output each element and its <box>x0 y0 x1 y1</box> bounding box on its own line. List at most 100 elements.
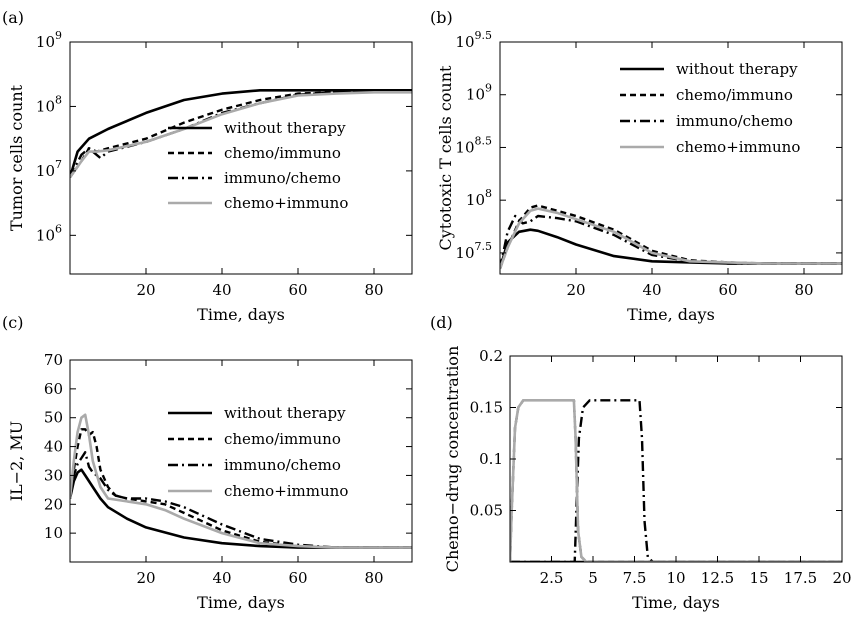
y-tick-exponent: 9 <box>485 82 492 95</box>
series-line-chemo_plus_immuno <box>500 207 842 270</box>
series-group <box>510 398 842 562</box>
y-tick-label: 0.05 <box>470 502 503 520</box>
y-tick-label: 109 <box>466 82 492 104</box>
x-tick-label: 20 <box>136 569 155 587</box>
x-tick-label: 60 <box>288 569 307 587</box>
legend-entry: without therapy <box>224 119 346 137</box>
x-tick-label: 15 <box>749 569 768 587</box>
series-line-chemo_immuno <box>510 399 842 562</box>
x-tick-label: 2.5 <box>540 569 564 587</box>
y-tick-label: 0.2 <box>479 347 503 365</box>
panel-label: (a) <box>2 8 24 27</box>
legend-entry: immuno/chemo <box>224 456 341 474</box>
legend-entry: chemo/immuno <box>676 86 793 104</box>
y-axis-label: Tumor cells count <box>7 84 26 231</box>
series-line-immuno_chemo <box>510 399 842 562</box>
series-group <box>70 413 412 549</box>
x-tick-label: 20 <box>832 569 851 587</box>
y-tick-label: 109 <box>36 29 62 51</box>
y-tick-label: 50 <box>44 409 63 427</box>
series-group <box>500 204 842 270</box>
x-tick-label: 40 <box>212 281 231 299</box>
y-tick-base: 10 <box>466 86 485 104</box>
series-line-chemo_plus_immuno <box>70 413 412 549</box>
y-tick-label: 106 <box>36 222 62 244</box>
y-tick-base: 10 <box>455 244 474 262</box>
x-axis-label: Time, days <box>627 305 715 324</box>
legend-entry: without therapy <box>224 404 346 422</box>
series-line-chemo_immuno <box>500 204 842 270</box>
legend-entry: chemo+immuno <box>224 482 348 500</box>
plot-frame <box>69 359 413 563</box>
y-tick-exponent: 8 <box>485 187 492 200</box>
legend: without therapy chemo/immuno immuno/chemo c… <box>620 60 800 156</box>
y-tick-label: 0.15 <box>470 399 503 417</box>
x-tick-label: 17.5 <box>784 569 817 587</box>
y-tick-exponent: 9 <box>55 29 62 42</box>
legend-entry: chemo/immuno <box>224 430 341 448</box>
panel-d: (d) 2.5 5 7.5 10 12.5 15 17.5 20 0.05 0.1 0.15 0.2 Ti… <box>430 313 852 612</box>
x-tick-label: 40 <box>642 281 661 299</box>
series-line-immuno_chemo <box>70 451 412 549</box>
y-tick-label: 60 <box>44 380 63 398</box>
plot-frame <box>69 41 413 275</box>
legend-entry: chemo/immuno <box>224 144 341 162</box>
legend-entry: without therapy <box>676 60 798 78</box>
series-line-chemo_plus_immuno <box>510 398 842 562</box>
plot-frame <box>499 41 843 275</box>
x-tick-label: 10 <box>666 569 685 587</box>
y-tick-label: 70 <box>44 351 63 369</box>
y-tick-label: 10 <box>44 524 63 542</box>
x-tick-label: 60 <box>288 281 307 299</box>
y-tick-base: 10 <box>36 33 55 51</box>
y-tick-exponent: 6 <box>55 222 62 235</box>
x-tick-label: 12.5 <box>701 569 734 587</box>
x-tick-label: 5 <box>588 569 598 587</box>
legend-entry: chemo+immuno <box>224 194 348 212</box>
y-axis-label: IL−2, MU <box>7 421 26 502</box>
legend-entry: immuno/chemo <box>676 112 793 130</box>
x-tick-label: 80 <box>364 281 383 299</box>
y-tick-label: 108 <box>36 93 62 115</box>
x-axis-label: Time, days <box>197 305 285 324</box>
legend-entry: chemo+immuno <box>676 138 800 156</box>
x-tick-label: 20 <box>136 281 155 299</box>
y-tick-base: 10 <box>455 138 474 156</box>
y-tick-label: 108.5 <box>455 134 492 156</box>
y-tick-base: 10 <box>36 97 55 115</box>
x-tick-label: 80 <box>794 281 813 299</box>
y-tick-base: 10 <box>466 191 485 209</box>
y-tick-exponent: 8.5 <box>475 134 493 147</box>
y-tick-exponent: 7 <box>55 158 62 171</box>
panel-c: (c) 20 40 60 80 10 20 30 40 50 60 70 Time, days IL−2,… <box>2 313 413 612</box>
y-tick-exponent: 7.5 <box>475 240 493 253</box>
y-tick-label: 107 <box>36 158 62 180</box>
y-tick-label: 109.5 <box>455 29 492 51</box>
panel-label: (b) <box>430 8 453 27</box>
series-line-without <box>70 89 412 178</box>
panel-label: (c) <box>2 313 23 332</box>
y-tick-exponent: 9.5 <box>475 29 493 42</box>
y-tick-label: 0.1 <box>479 450 503 468</box>
x-tick-label: 7.5 <box>623 569 647 587</box>
y-tick-label: 107.5 <box>455 240 492 262</box>
legend: without therapy chemo/immuno immuno/chemo c… <box>168 404 348 500</box>
y-tick-base: 10 <box>36 226 55 244</box>
y-tick-label: 108 <box>466 187 492 209</box>
y-tick-base: 10 <box>455 33 474 51</box>
y-axis-label: Cytotoxic T cells count <box>436 65 455 251</box>
x-tick-label: 60 <box>718 281 737 299</box>
x-tick-label: 40 <box>212 569 231 587</box>
x-tick-label: 80 <box>364 569 383 587</box>
legend: without therapy chemo/immuno immuno/chemo c… <box>168 119 348 212</box>
y-tick-base: 10 <box>36 162 55 180</box>
y-tick-exponent: 8 <box>55 93 62 106</box>
panel-label: (d) <box>430 313 453 332</box>
x-axis-label: Time, days <box>197 593 285 612</box>
y-tick-label: 40 <box>44 438 63 456</box>
legend-entry: immuno/chemo <box>224 169 341 187</box>
y-tick-label: 20 <box>44 495 63 513</box>
